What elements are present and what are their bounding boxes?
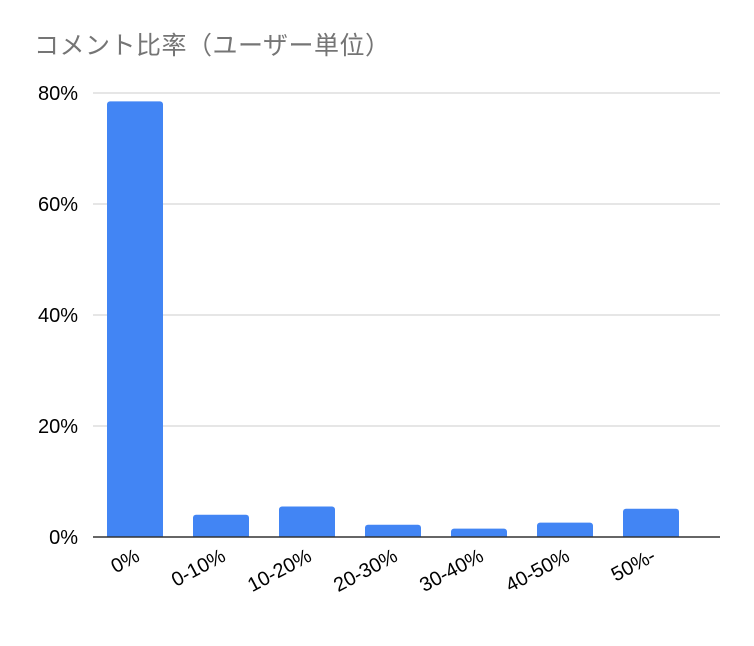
y-tick-label: 80% [38, 83, 78, 105]
bar-base [193, 534, 249, 537]
y-tick-label: 0% [49, 527, 78, 549]
x-tick-label: 0-10% [168, 545, 230, 592]
x-tick-label: 50%- [608, 545, 660, 586]
x-tick-label: 30-40% [416, 545, 487, 597]
bar [623, 508, 679, 537]
bar [193, 514, 249, 537]
bar [365, 524, 421, 537]
bar [107, 101, 163, 537]
bar [279, 506, 335, 537]
bar-base [365, 534, 421, 537]
bar [537, 522, 593, 537]
chart-title: コメント比率（ユーザー単位） [34, 31, 391, 60]
bar-base [451, 534, 507, 537]
bar-base [537, 534, 593, 537]
y-tick-label: 40% [38, 305, 78, 327]
y-tick-label: 60% [38, 194, 78, 216]
bar-base [623, 534, 679, 537]
bar-base [279, 534, 335, 537]
x-tick-label: 0% [107, 545, 143, 578]
x-tick-label: 40-50% [502, 545, 573, 597]
x-tick-label: 10-20% [244, 545, 315, 597]
x-tick-label: 20-30% [330, 545, 401, 597]
bar-base [107, 534, 163, 537]
y-tick-label: 20% [38, 416, 78, 438]
